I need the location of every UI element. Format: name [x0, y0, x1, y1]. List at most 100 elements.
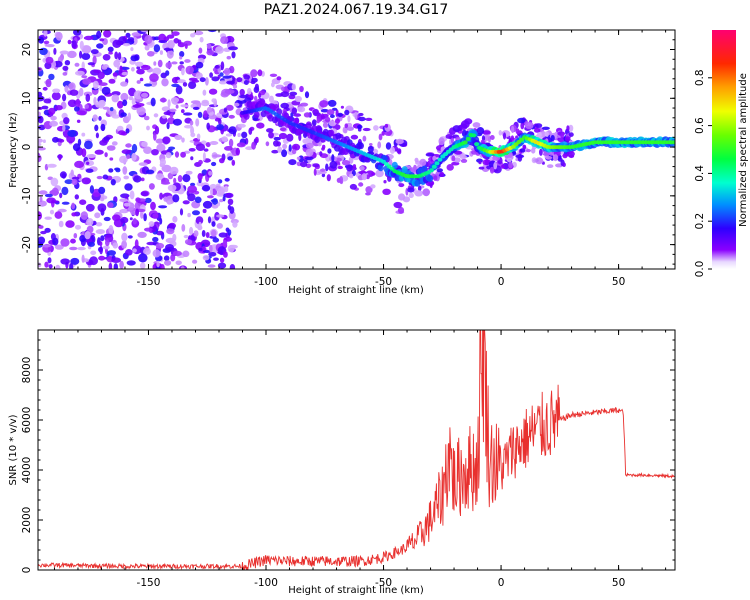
heatmap-cell — [185, 65, 194, 75]
heatmap-cell — [213, 257, 219, 261]
heatmap-cell — [427, 175, 434, 183]
heatmap-cell — [140, 191, 149, 197]
heatmap-cell — [465, 136, 471, 141]
heatmap-cell — [319, 100, 329, 108]
heatmap-cell — [74, 62, 80, 67]
heatmap-cell — [50, 115, 57, 121]
heatmap-cell — [328, 129, 335, 137]
heatmap-cell — [51, 187, 59, 196]
heatmap-cell — [54, 105, 63, 111]
heatmap-cell — [141, 64, 151, 71]
heatmap-cell — [45, 44, 55, 48]
heatmap-cell — [206, 122, 210, 130]
heatmap-cell — [223, 67, 231, 76]
heatmap-cell — [281, 149, 288, 158]
heatmap-cell — [195, 61, 204, 69]
heatmap-cell — [320, 108, 329, 113]
heatmap-cell — [540, 130, 546, 138]
heatmap-cell — [243, 74, 251, 80]
heatmap-cell — [375, 169, 384, 178]
heatmap-cell — [174, 134, 183, 140]
heatmap-cell — [55, 31, 63, 41]
heatmap-cell — [208, 252, 217, 257]
heatmap-cell — [227, 198, 234, 205]
heatmap-cell — [198, 221, 202, 230]
heatmap-cell — [194, 196, 202, 204]
heatmap-cell — [70, 257, 80, 265]
heatmap-cell — [152, 249, 161, 258]
heatmap-cell — [326, 174, 331, 182]
heatmap-cell — [67, 39, 72, 45]
heatmap-cell — [209, 72, 214, 78]
heatmap-cell — [305, 142, 314, 149]
heatmap-cell — [195, 118, 200, 127]
heatmap-cell — [293, 113, 302, 117]
heatmap-cell — [219, 72, 224, 77]
heatmap-cell — [84, 104, 89, 109]
heatmap-cell — [393, 201, 403, 209]
heatmap-cell — [74, 194, 80, 200]
heatmap-cell — [170, 254, 176, 262]
heatmap-cell — [71, 178, 78, 186]
heatmap-cell — [121, 149, 132, 155]
heatmap-cell — [59, 171, 67, 179]
heatmap-cell — [526, 149, 531, 153]
heatmap-cell — [85, 203, 95, 212]
heatmap-cell — [38, 236, 46, 245]
heatmap-cell — [208, 244, 213, 253]
heatmap-cell — [433, 175, 438, 181]
heatmap-cell — [144, 45, 150, 51]
heatmap-cell — [209, 104, 219, 108]
heatmap-cell — [177, 79, 186, 84]
spectrogram-frame — [37, 29, 676, 270]
heatmap-cell — [164, 260, 172, 266]
heatmap-cell — [159, 192, 164, 200]
heatmap-cell — [99, 99, 106, 107]
heatmap-cell — [237, 99, 247, 104]
heatmap-cell — [187, 212, 191, 218]
heatmap-cell — [108, 168, 114, 173]
heatmap-cell — [171, 61, 178, 65]
heatmap-cell — [184, 239, 193, 245]
heatmap-cell — [520, 121, 525, 130]
heatmap-cell — [211, 161, 217, 167]
heatmap-cell — [54, 211, 63, 219]
heatmap-cell — [291, 107, 298, 115]
heatmap-cell — [99, 197, 105, 202]
heatmap-cell — [168, 222, 177, 229]
heatmap-cell — [207, 216, 212, 224]
heatmap-cell — [187, 193, 196, 202]
heatmap-cell — [104, 152, 108, 158]
heatmap-cell — [38, 115, 44, 124]
heatmap-cell — [102, 174, 109, 180]
heatmap-cell — [414, 179, 421, 187]
heatmap-cell — [133, 175, 142, 183]
heatmap-cell — [67, 129, 77, 138]
heatmap-cell — [434, 161, 440, 166]
heatmap-cell — [119, 65, 123, 74]
heatmap-cell — [195, 143, 206, 151]
heatmap-cell — [148, 221, 155, 227]
heatmap-cell — [153, 61, 157, 66]
y-tick-label: 20 — [21, 43, 33, 56]
heatmap-cell — [84, 231, 91, 240]
heatmap-cell — [231, 51, 236, 59]
heatmap-cell — [62, 124, 66, 132]
heatmap-cell — [160, 264, 165, 269]
heatmap-cell — [102, 106, 110, 110]
heatmap-cell — [167, 99, 171, 108]
heatmap-cell — [223, 251, 228, 258]
heatmap-cell — [123, 175, 129, 180]
heatmap-cell — [130, 55, 139, 62]
heatmap-cell — [152, 236, 159, 243]
heatmap-cell — [383, 180, 387, 184]
heatmap-cell — [45, 78, 52, 88]
heatmap-cell — [535, 157, 544, 165]
heatmap-cell — [79, 87, 84, 97]
heatmap-cell — [202, 152, 206, 161]
heatmap-cell — [291, 149, 297, 155]
heatmap-cell — [175, 85, 183, 95]
heatmap-cell — [181, 67, 185, 76]
heatmap-cell — [389, 146, 395, 154]
heatmap-cell — [545, 156, 553, 160]
